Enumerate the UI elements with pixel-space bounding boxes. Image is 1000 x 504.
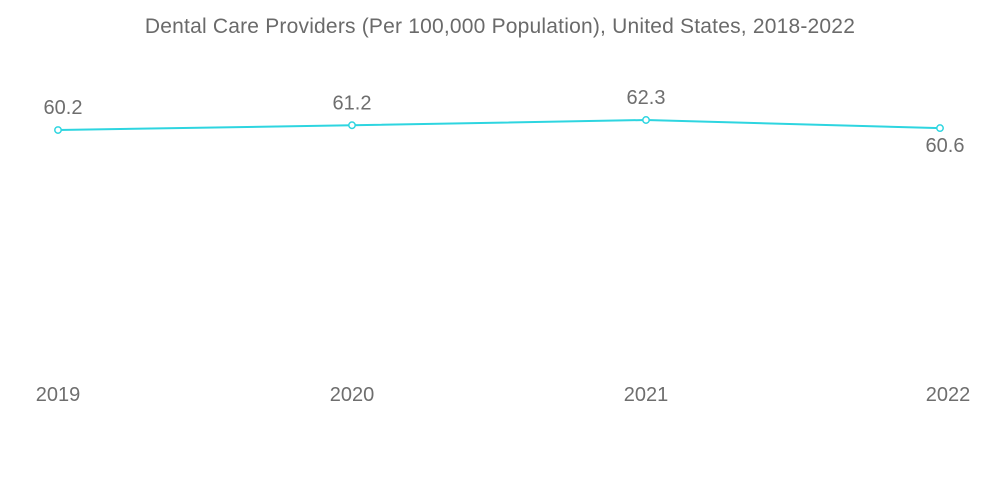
data-label-2022: 60.6 bbox=[926, 135, 965, 157]
x-axis-label-2020: 2020 bbox=[330, 384, 375, 406]
data-point-marker-2019 bbox=[54, 126, 62, 134]
x-axis-label-2021: 2021 bbox=[624, 384, 669, 406]
data-label-2020: 61.2 bbox=[333, 92, 372, 114]
data-point-marker-2022 bbox=[936, 124, 944, 133]
data-point-marker-2020 bbox=[348, 121, 356, 130]
x-axis-label-2022: 2022 bbox=[926, 384, 971, 406]
trend-line bbox=[57, 119, 941, 132]
chart-title: Dental Care Providers (Per 100,000 Popul… bbox=[144, 15, 856, 38]
x-axis-label-2019: 2019 bbox=[36, 384, 81, 406]
data-label-2021: 62.3 bbox=[627, 87, 666, 109]
data-label-2019: 60.2 bbox=[44, 97, 83, 119]
data-point-marker-2021 bbox=[642, 116, 650, 124]
